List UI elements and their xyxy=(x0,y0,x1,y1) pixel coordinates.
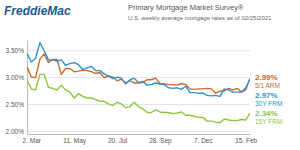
lines xyxy=(27,43,250,123)
y-tick-label: 2.00% xyxy=(6,128,25,135)
y-tick: 3.00% xyxy=(6,74,27,81)
subtitle: U.S. weekly average mortgage rates as of… xyxy=(128,15,272,21)
x-tick: 20. Jul xyxy=(108,134,128,144)
x-tick-label: 28. Sep xyxy=(149,137,172,145)
value-label: 2.99% xyxy=(255,73,278,82)
x-tick-label: 2. Mar xyxy=(23,137,42,144)
series-line xyxy=(27,43,250,97)
y-axis: 2.00% 2.50% 3.00% 3.50% xyxy=(6,41,28,135)
y-tick: 2.00% xyxy=(6,128,27,135)
value-label: 2.34% xyxy=(255,109,278,118)
series-line xyxy=(27,74,250,122)
x-tick: 15. Feb xyxy=(235,134,257,144)
x-tick-label: 7. Dec xyxy=(194,137,214,144)
y-tick: 3.50% xyxy=(6,47,27,54)
x-tick: 2. Mar xyxy=(23,134,42,144)
grid-line xyxy=(27,104,250,105)
end-label: 2.97%30Y FRM xyxy=(255,91,282,107)
end-label: 2.34%15Y FRM xyxy=(255,109,282,125)
x-tick-label: 11. May xyxy=(63,137,86,145)
logo: FreddieMac xyxy=(4,4,71,18)
grid-line xyxy=(27,77,250,78)
y-tick-label: 3.50% xyxy=(6,47,25,54)
series-name: 15Y FRM xyxy=(255,118,282,125)
title: Primary Mortgage Market Survey® xyxy=(128,3,244,12)
y-tick-label: 2.50% xyxy=(6,101,25,108)
plot: 2.00% 2.50% 3.00% 3.50% 2. Mar 11. May 20. Jul… xyxy=(6,41,283,145)
end-label: 2.99%5/1 ARM xyxy=(255,73,280,89)
x-tick: 11. May xyxy=(63,134,86,145)
y-tick-label: 3.00% xyxy=(6,74,25,81)
series-name: 5/1 ARM xyxy=(255,82,280,89)
x-tick-label: 20. Jul xyxy=(108,137,128,144)
x-tick-label: 15. Feb xyxy=(235,137,257,144)
grid xyxy=(27,51,250,132)
x-axis: 2. Mar 11. May 20. Jul 28. Sep 7. Dec 15. Feb xyxy=(23,134,258,145)
x-tick: 28. Sep xyxy=(149,134,172,145)
grid-line xyxy=(27,50,250,51)
series-name: 30Y FRM xyxy=(255,100,282,107)
chart: FreddieMac Primary Mortgage Market Survey… xyxy=(0,0,300,150)
y-tick: 2.50% xyxy=(6,101,27,108)
x-axis-line xyxy=(28,134,251,135)
x-tick: 7. Dec xyxy=(194,134,214,144)
value-label: 2.97% xyxy=(255,91,278,100)
grid-line xyxy=(27,131,250,132)
